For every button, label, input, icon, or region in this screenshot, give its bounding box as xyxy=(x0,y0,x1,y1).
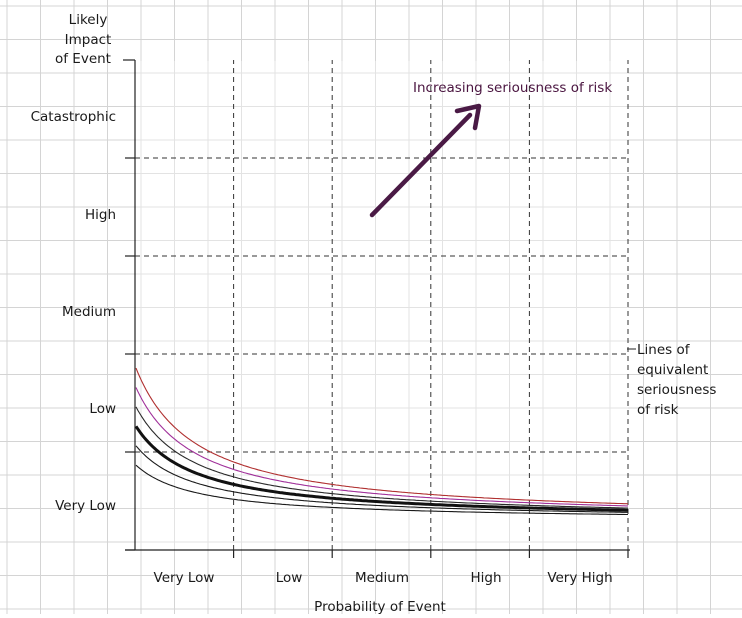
x-category-low: Low xyxy=(276,570,303,586)
curve-legend-label: Lines of equivalent seriousness of risk xyxy=(627,342,716,418)
y-axis-category-labels: Very Low Low Medium High Catastrophic xyxy=(31,109,116,514)
risk-curves xyxy=(134,367,629,516)
curve-label-line: of risk xyxy=(637,402,679,418)
dashed-gridlines xyxy=(135,60,629,550)
y-axis-title-line: of Event xyxy=(55,51,111,67)
risk-curve-thin-1 xyxy=(135,464,628,516)
axis-ticks xyxy=(125,157,629,558)
x-axis-category-labels: Very Low Low Medium High Very High xyxy=(154,570,613,586)
arrow-label: Increasing seriousness of risk xyxy=(413,80,612,96)
risk-curve-magenta xyxy=(135,387,628,507)
x-category-high: High xyxy=(470,570,501,586)
x-category-very-low: Very Low xyxy=(154,570,215,586)
x-category-very-high: Very High xyxy=(547,570,612,586)
curve-label-line: seriousness xyxy=(637,382,716,398)
arrow-head-icon xyxy=(454,103,482,131)
axes xyxy=(123,59,630,551)
risk-curve-thin-2 xyxy=(135,445,628,513)
risk-curve-bold xyxy=(134,425,628,512)
curve-label-line: Lines of xyxy=(637,342,691,358)
risk-curve-red xyxy=(135,367,629,505)
y-category-medium: Medium xyxy=(62,304,116,320)
y-category-low: Low xyxy=(89,401,116,417)
curve-label-line: equivalent xyxy=(637,362,708,378)
y-axis-title-line: Impact xyxy=(65,32,112,48)
y-category-high: High xyxy=(85,207,116,223)
y-axis-title-line: Likely xyxy=(69,12,108,28)
y-category-very-low: Very Low xyxy=(55,498,116,514)
y-category-catastrophic: Catastrophic xyxy=(31,109,116,125)
seriousness-arrow xyxy=(369,103,482,218)
y-axis-title: Likely Impact of Event xyxy=(55,12,111,67)
risk-curve-thin-3 xyxy=(135,406,629,509)
x-category-medium: Medium xyxy=(355,570,409,586)
arrow-shaft xyxy=(369,112,473,218)
plot-area xyxy=(136,61,628,549)
x-axis-title: Probability of Event xyxy=(314,599,446,614)
